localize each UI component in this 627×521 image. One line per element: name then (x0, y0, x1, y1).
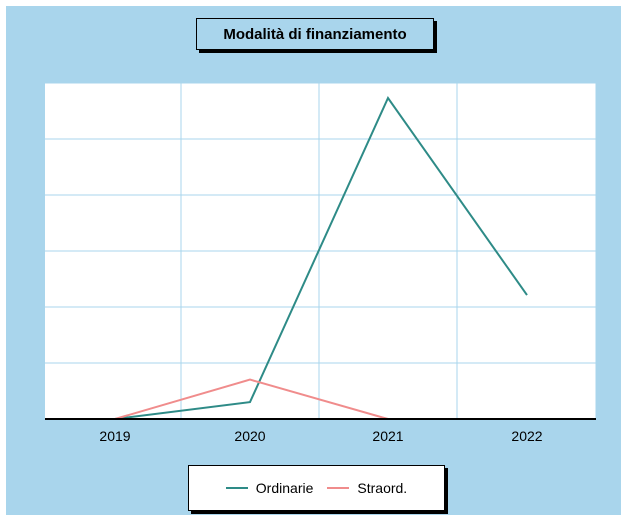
legend-swatch-ordinarie (225, 487, 248, 489)
x-tick-labels: 2019 2020 2021 2022 (99, 428, 542, 444)
chart-title: Modalità di finanziamento (196, 18, 434, 50)
legend-label-ordinarie: Ordinarie (255, 480, 314, 496)
legend-swatch-straord (327, 487, 350, 489)
legend-item-ordinarie: Ordinarie (225, 480, 314, 496)
series-line-straord (114, 378, 389, 420)
x-tick-label: 2020 (234, 428, 265, 444)
x-tick-label: 2022 (511, 428, 542, 444)
series-lines (114, 95, 528, 420)
legend-label-straord: Straord. (357, 480, 408, 496)
legend-item-straord: Straord. (327, 480, 407, 496)
x-tick-label: 2021 (372, 428, 403, 444)
series-line-ordinarie (114, 95, 528, 420)
legend: Ordinarie Straord. (188, 465, 445, 511)
x-tick-label: 2019 (99, 428, 130, 444)
